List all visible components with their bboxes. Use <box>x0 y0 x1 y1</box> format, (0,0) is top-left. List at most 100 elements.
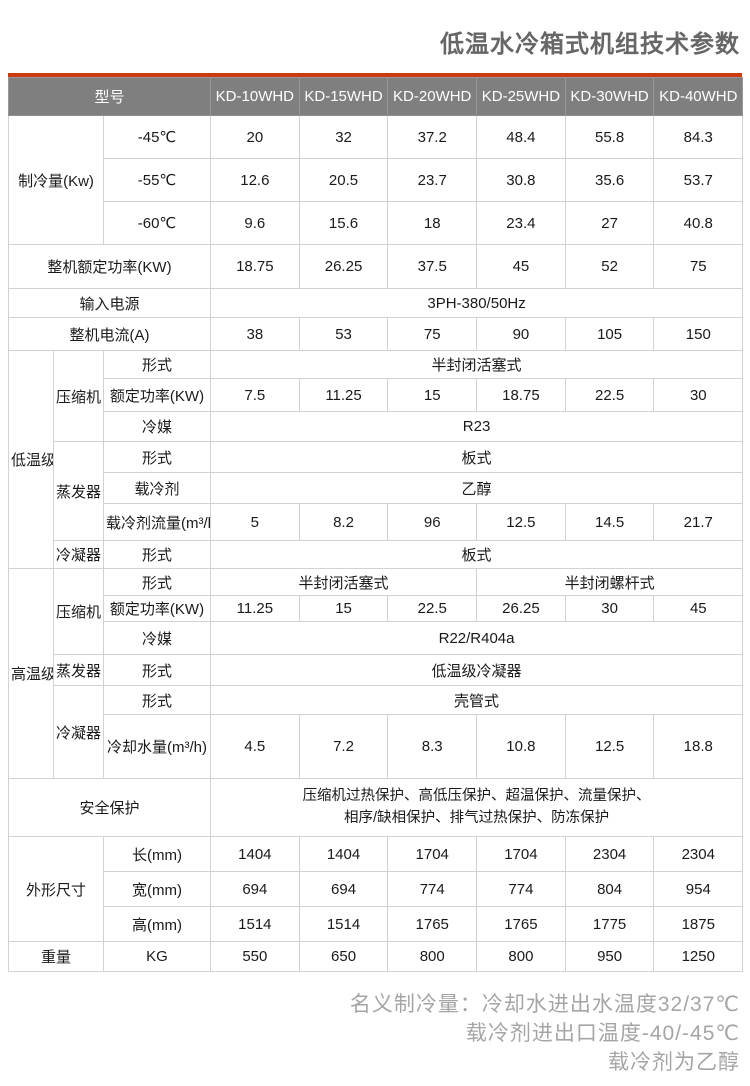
spec-cell: 22.5 <box>564 378 655 412</box>
spec-cell: 7.2 <box>298 714 389 779</box>
spec-cell: 1775 <box>564 906 655 942</box>
spec-cell: 40.8 <box>653 201 744 245</box>
spec-cell: 45 <box>653 595 744 622</box>
dimension-name: 长(mm) <box>103 836 211 872</box>
temp-label: -45℃ <box>103 115 211 159</box>
low-evaporator-label: 蒸发器 <box>53 441 104 541</box>
spec-cell: 18.75 <box>476 378 566 412</box>
weight-label: 重量 <box>8 941 104 972</box>
low-refrigerant-value: R23 <box>209 411 744 442</box>
spec-cell: 20 <box>210 115 300 159</box>
spec-cell: 1404 <box>210 836 300 872</box>
low-stage-label: 低温级 <box>8 350 54 569</box>
low-evaporator-form: 板式 <box>209 441 744 473</box>
safety-line-2: 相序/缺相保护、排气过热保护、防冻保护 <box>344 809 610 826</box>
spec-cell: 774 <box>476 871 566 907</box>
spec-cell: 96 <box>387 503 478 541</box>
spec-cell: 1765 <box>387 906 478 942</box>
low-compressor-label: 压缩机 <box>53 350 104 442</box>
page-title: 低温水冷箱式机组技术参数 <box>440 31 740 58</box>
dimension-name: 宽(mm) <box>103 871 211 907</box>
spec-cell: 52 <box>564 244 655 289</box>
dimension-row: 外形尺寸 长(mm) 1404 1404 1704 1704 2304 2304 <box>8 836 744 942</box>
power-supply-value: 3PH-380/50Hz <box>209 288 744 318</box>
spec-cell: 53 <box>298 317 389 351</box>
spec-cell: 45 <box>476 244 566 289</box>
spec-cell: 12.6 <box>210 158 300 202</box>
dimension-row: 高(mm) 1514 1514 1765 1765 1775 1875 <box>9 906 744 942</box>
spec-cell: 1765 <box>476 906 566 942</box>
spec-cell: 37.5 <box>387 244 478 289</box>
high-stage-row: 冷媒 R22/R404a <box>9 621 744 655</box>
spec-cell: 105 <box>564 317 655 351</box>
spec-cell: 84.3 <box>653 115 744 159</box>
spec-cell: 23.4 <box>476 201 566 245</box>
low-stage-row: 载冷剂 乙醇 <box>9 472 744 504</box>
low-stage-row: 载冷剂流量(m³/h) 5 8.2 96 12.5 14.5 21.7 <box>9 503 744 541</box>
form-label: 形式 <box>103 685 211 715</box>
spec-cell: 75 <box>653 244 744 289</box>
form-label: 形式 <box>103 540 211 569</box>
spec-cell: 26.25 <box>298 244 389 289</box>
high-stage-row: 冷却水量(m³/h) 4.5 7.2 8.3 10.8 12.5 18.8 <box>9 714 744 779</box>
spec-cell: 1404 <box>298 836 389 872</box>
model-col-header: KD-30WHD <box>564 77 655 116</box>
safety-line-1: 压缩机过热保护、高低压保护、超温保护、流量保护、 <box>302 788 651 805</box>
spec-cell: 8.2 <box>298 503 389 541</box>
low-condenser-label: 冷凝器 <box>53 540 104 569</box>
safety-row: 安全保护 压缩机过热保护、高低压保护、超温保护、流量保护、 相序/缺相保护、排气… <box>8 778 744 837</box>
spec-cell: 30.8 <box>476 158 566 202</box>
spec-cell: 9.6 <box>210 201 300 245</box>
form-label: 形式 <box>103 568 211 596</box>
spec-cell: 7.5 <box>210 378 300 412</box>
spec-cell: 48.4 <box>476 115 566 159</box>
accent-bar <box>8 73 742 77</box>
spec-cell: 18.8 <box>653 714 744 779</box>
high-stage-row: 冷凝器 形式 壳管式 <box>9 685 744 779</box>
coolant-value: 乙醇 <box>209 472 744 504</box>
spec-cell: 55.8 <box>564 115 655 159</box>
footer-notes: 名义制冷量：冷却水进出水温度32/37℃ 载冷剂进出口温度-40/-45℃ 载冷… <box>0 990 740 1077</box>
spec-cell: 550 <box>210 941 300 972</box>
dimension-name: 高(mm) <box>103 906 211 942</box>
refrigerant-label: 冷媒 <box>103 621 211 655</box>
spec-cell: 800 <box>476 941 566 972</box>
low-condenser-form: 板式 <box>209 540 744 569</box>
spec-cell: 4.5 <box>210 714 300 779</box>
model-col-header: KD-15WHD <box>298 77 389 116</box>
model-col-header: KD-20WHD <box>387 77 478 116</box>
spec-table: 型号 KD-10WHD KD-15WHD KD-20WHD KD-25WHD K… <box>8 77 744 972</box>
high-stage-row: 额定功率(KW) 11.25 15 22.5 26.25 30 45 <box>9 595 744 622</box>
spec-cell: 12.5 <box>564 714 655 779</box>
safety-label: 安全保护 <box>8 778 211 837</box>
high-stage-row: 蒸发器 形式 低温级冷凝器 <box>9 654 744 686</box>
cooling-row: 制冷量(Kw) -45℃ 20 32 37.2 48.4 55.8 84.3 <box>8 115 744 245</box>
form-label: 形式 <box>103 654 211 686</box>
low-compressor-form: 半封闭活塞式 <box>209 350 744 379</box>
form-label: 形式 <box>103 441 211 473</box>
model-col-header: KD-25WHD <box>476 77 566 116</box>
low-stage-row: 低温级 压缩机 形式 半封闭活塞式 <box>8 350 744 569</box>
spec-cell: 2304 <box>653 836 744 872</box>
high-condenser-label: 冷凝器 <box>53 685 104 779</box>
power-label: 额定功率(KW) <box>103 595 211 622</box>
temp-label: -55℃ <box>103 158 211 202</box>
current-label: 整机电流(A) <box>8 317 211 351</box>
spec-cell: 800 <box>387 941 478 972</box>
high-compressor-form-right: 半封闭螺杆式 <box>476 568 744 596</box>
high-stage-label: 高温级 <box>8 568 54 779</box>
form-label: 形式 <box>103 350 211 379</box>
dimensions-label: 外形尺寸 <box>8 836 104 942</box>
spec-cell: 35.6 <box>564 158 655 202</box>
spec-cell: 75 <box>387 317 478 351</box>
high-evaporator-form: 低温级冷凝器 <box>209 654 744 686</box>
spec-cell: 32 <box>298 115 389 159</box>
footer-note-3: 载冷剂为乙醇 <box>608 1051 740 1074</box>
footer-note-1: 名义制冷量：冷却水进出水温度32/37℃ <box>349 993 740 1016</box>
safety-value: 压缩机过热保护、高低压保护、超温保护、流量保护、 相序/缺相保护、排气过热保护、… <box>209 778 744 837</box>
spec-cell: 11.25 <box>210 595 300 622</box>
spec-cell: 38 <box>210 317 300 351</box>
spec-cell: 37.2 <box>387 115 478 159</box>
spec-cell: 18.75 <box>210 244 300 289</box>
dimension-row: 宽(mm) 694 694 774 774 804 954 <box>9 871 744 907</box>
